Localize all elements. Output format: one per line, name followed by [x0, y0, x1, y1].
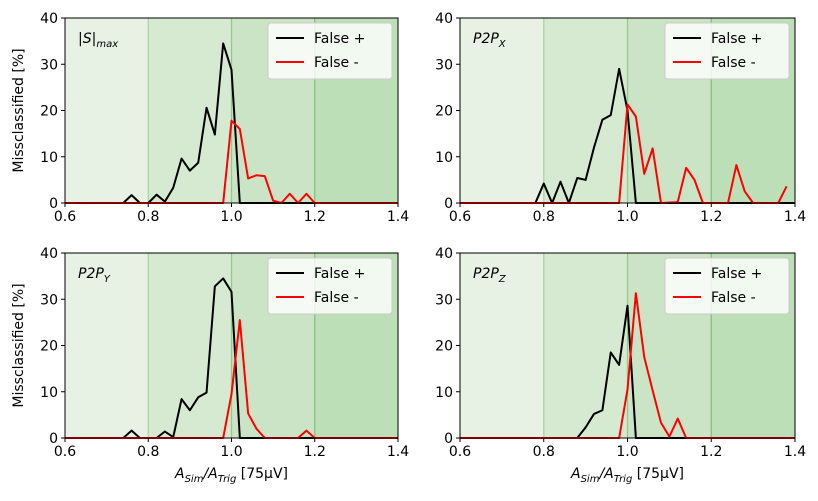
y-tick-label: 20 — [40, 104, 58, 120]
panel-label-main: P2P — [78, 266, 104, 282]
x-tick-label: 1.0 — [220, 444, 242, 460]
series-line — [65, 42, 398, 204]
x-tick-label: 0.8 — [533, 444, 555, 460]
y-tick-label: 10 — [435, 385, 453, 401]
y-tick-label: 40 — [435, 246, 453, 262]
y-tick-label: 10 — [435, 150, 453, 166]
legend-label: False - — [314, 290, 359, 306]
y-tick-label: 0 — [444, 431, 453, 447]
series-line — [460, 304, 795, 439]
y-tick-label: 30 — [435, 292, 453, 308]
y-axis-label: Missclassified [%] — [11, 283, 27, 407]
x-axis-label-part: Sim — [581, 474, 600, 485]
panel-label-main: P2P — [473, 31, 499, 47]
x-axis-label-part: /A — [597, 466, 613, 482]
y-tick-label: 30 — [40, 57, 58, 73]
shaded-region — [460, 253, 544, 438]
x-tick-label: 1.0 — [220, 209, 242, 225]
shaded-region — [65, 253, 149, 438]
panel-label-main: P2P — [473, 266, 499, 282]
series-line — [460, 292, 795, 439]
legend-label: False + — [711, 31, 762, 47]
panel-label-sub: Z — [498, 274, 507, 285]
panel-label: P2PX — [473, 31, 507, 50]
y-tick-label: 40 — [40, 246, 58, 262]
legend-label: False - — [314, 55, 359, 71]
y-tick-label: 30 — [40, 292, 58, 308]
series-line — [65, 319, 398, 439]
x-axis-label: ASim/ATrig [75µV] — [570, 466, 684, 485]
panel-label-sub: X — [498, 39, 507, 50]
series-line — [460, 67, 795, 204]
x-tick-label: 1.2 — [304, 444, 326, 460]
series-line — [460, 103, 788, 204]
x-axis-label-part: /A — [201, 466, 217, 482]
x-axis-label-part: A — [174, 466, 185, 482]
x-axis-label-part: [75µV] — [632, 466, 684, 482]
x-tick-label: 1.4 — [387, 444, 409, 460]
x-tick-label: 0.8 — [137, 444, 159, 460]
series-line — [65, 277, 398, 439]
x-tick-label: 0.6 — [54, 444, 76, 460]
panel-label: |S|max — [78, 31, 118, 50]
legend-label: False + — [314, 31, 365, 47]
legend-label: False - — [711, 55, 756, 71]
x-tick-label: 0.8 — [137, 209, 159, 225]
x-tick-label: 1.2 — [700, 444, 722, 460]
y-tick-label: 10 — [40, 150, 58, 166]
y-tick-label: 20 — [435, 104, 453, 120]
x-axis-label-part: [75µV] — [236, 466, 288, 482]
legend-label: False + — [711, 266, 762, 282]
y-tick-label: 30 — [435, 57, 453, 73]
panel-label: P2PZ — [473, 266, 507, 285]
y-tick-label: 0 — [49, 431, 58, 447]
x-axis-label: ASim/ATrig [75µV] — [174, 466, 288, 485]
x-tick-label: 1.0 — [616, 209, 638, 225]
x-tick-label: 0.6 — [54, 209, 76, 225]
x-axis-label-part: Trig — [218, 474, 237, 485]
panel-label-main: |S| — [78, 31, 96, 47]
panel-label-sub: Y — [104, 274, 111, 285]
y-axis-label: Missclassified [%] — [11, 48, 27, 172]
x-tick-label: 0.6 — [449, 209, 471, 225]
y-tick-label: 0 — [444, 196, 453, 212]
y-tick-label: 10 — [40, 385, 58, 401]
subplot: 0.6 0.8 1.0 1.2 1.4 0 10 20 30 40 P2PZ ASim/ATrig [… — [435, 246, 806, 485]
x-tick-label: 0.8 — [533, 209, 555, 225]
shaded-region — [148, 18, 232, 203]
y-tick-label: 0 — [49, 196, 58, 212]
x-tick-label: 1.0 — [616, 444, 638, 460]
shaded-region — [460, 18, 544, 203]
shaded-region — [543, 18, 628, 203]
x-axis-label-part: Sim — [185, 474, 204, 485]
subplot: 0.6 0.8 1.0 1.2 1.4 0 10 20 30 40 P2PY Missclassifi… — [11, 246, 409, 485]
panel-label-sub: max — [96, 39, 118, 50]
x-tick-label: 1.2 — [304, 209, 326, 225]
series-line — [65, 119, 398, 204]
subplot: 0.6 0.8 1.0 1.2 1.4 0 10 20 30 40 P2PX False + False… — [435, 11, 806, 225]
x-tick-label: 1.4 — [387, 209, 409, 225]
y-tick-label: 40 — [435, 11, 453, 27]
x-tick-label: 1.4 — [784, 209, 806, 225]
shaded-region — [543, 253, 628, 438]
y-tick-label: 40 — [40, 11, 58, 27]
x-tick-label: 0.6 — [449, 444, 471, 460]
shaded-region — [65, 18, 149, 203]
x-axis-label-part: Trig — [614, 474, 633, 485]
x-axis-label-part: A — [570, 466, 581, 482]
legend-label: False + — [314, 266, 365, 282]
subplot: 0.6 0.8 1.0 1.2 1.4 0 10 20 30 40 |S|max Missclassi… — [11, 11, 409, 225]
x-tick-label: 1.2 — [700, 209, 722, 225]
legend-label: False - — [711, 290, 756, 306]
y-tick-label: 20 — [40, 339, 58, 355]
x-tick-label: 1.4 — [784, 444, 806, 460]
y-tick-label: 20 — [435, 339, 453, 355]
panel-label: P2PY — [78, 266, 111, 285]
